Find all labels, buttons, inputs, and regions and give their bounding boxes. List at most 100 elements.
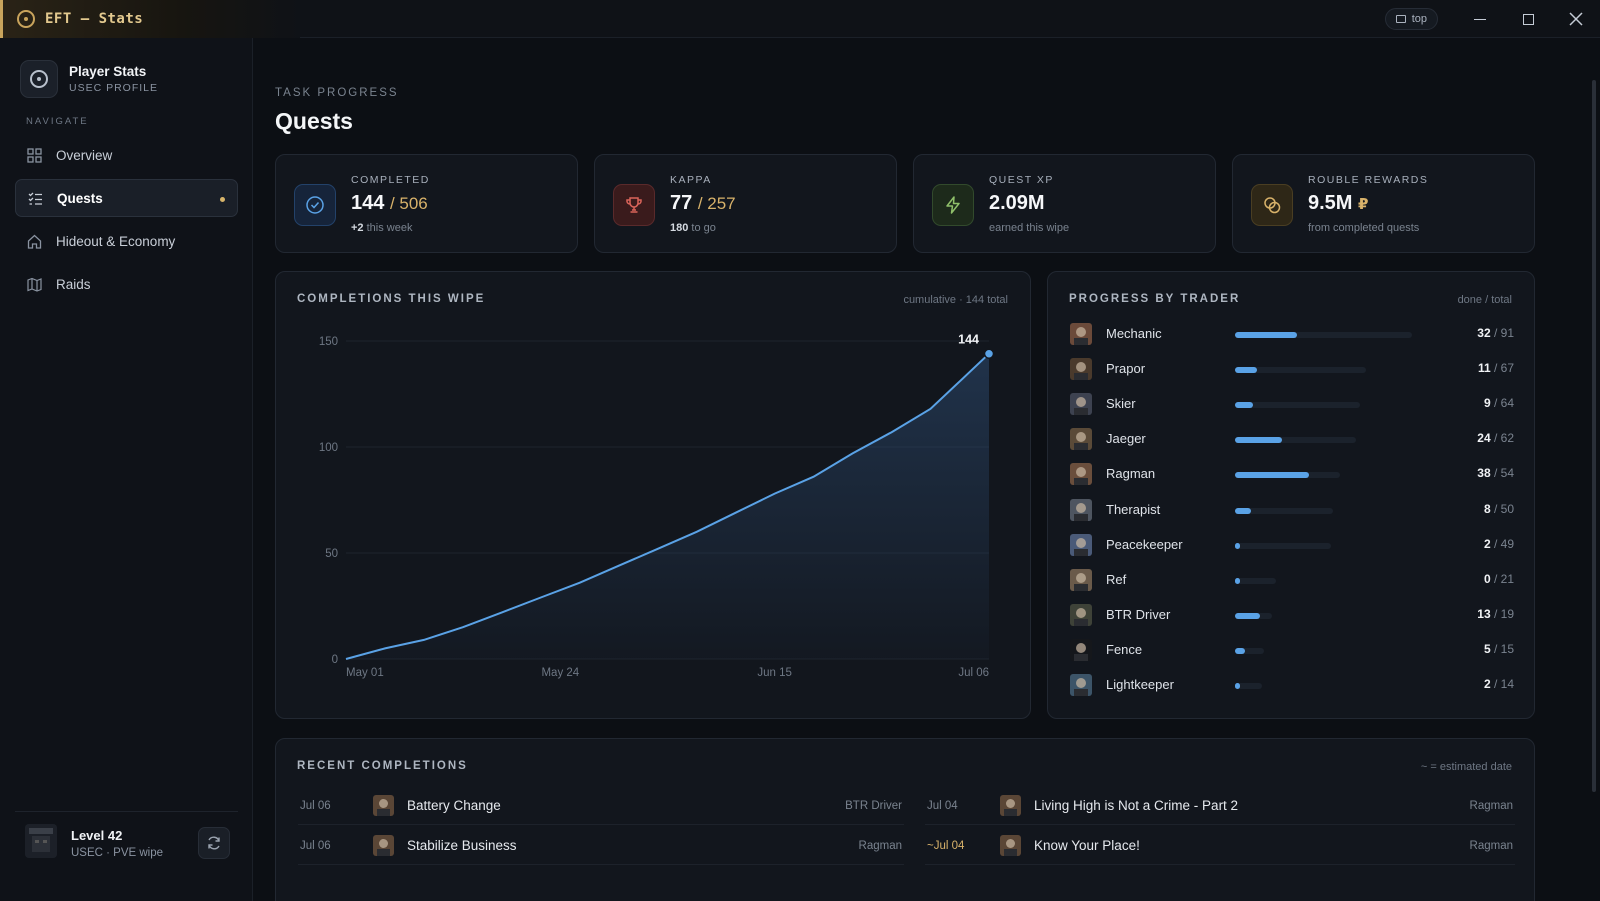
stat-subtext: from completed quests xyxy=(1308,222,1420,234)
profile-subtitle: USEC PROFILE xyxy=(69,82,159,94)
sidebar-item-quests[interactable]: Quests xyxy=(15,179,238,217)
trader-name: Peacekeeper xyxy=(1106,536,1183,552)
trader-count: 2 / 49 xyxy=(1484,537,1514,551)
trader-row[interactable]: Peacekeeper 2 / 49 xyxy=(1070,531,1514,561)
close-button[interactable] xyxy=(1552,0,1600,38)
trader-avatar xyxy=(1070,674,1092,696)
trader-progress-track xyxy=(1235,402,1360,409)
trader-progress-track xyxy=(1235,367,1366,374)
trader-name: Ref xyxy=(1106,571,1127,587)
trader-progress-fill xyxy=(1235,647,1245,654)
coins-icon xyxy=(1251,184,1293,226)
recent-section-title: RECENT COMPLETIONS xyxy=(297,760,468,772)
recent-row[interactable]: ~Jul 04 Know Your Place! Ragman xyxy=(925,827,1515,865)
trader-done: 0 xyxy=(1483,571,1491,586)
trader-avatar xyxy=(1000,835,1021,856)
x-tick-label: Jun 15 xyxy=(757,667,792,679)
pin-icon xyxy=(1395,15,1406,23)
chart-area xyxy=(346,353,989,659)
trader-count: 2 / 14 xyxy=(1484,677,1514,691)
sidebar: Player Stats USEC PROFILE NAVIGATE Overv… xyxy=(0,38,253,901)
trader-section-title: PROGRESS BY TRADER xyxy=(1069,293,1241,305)
currency-symbol: ₽ xyxy=(1358,196,1369,213)
profile-header: Player Stats USEC PROFILE xyxy=(20,60,158,98)
stat-sub-strong: +2 xyxy=(351,222,364,234)
trader-row[interactable]: Skier 9 / 64 xyxy=(1070,390,1514,420)
trader-row[interactable]: Jaeger 24 / 62 xyxy=(1070,425,1514,455)
trader-row[interactable]: Ref 0 / 21 xyxy=(1070,566,1514,596)
trader-count: 13 / 19 xyxy=(1477,607,1514,621)
trader-count: 38 / 54 xyxy=(1477,466,1514,480)
sidebar-item-hideout-economy[interactable]: Hideout & Economy xyxy=(15,222,238,260)
chart-line xyxy=(345,352,990,660)
crosshair-logo-icon xyxy=(17,9,35,28)
trader-avatar xyxy=(1000,795,1021,816)
recent-row[interactable]: Jul 04 Living High is Not a Crime - Part … xyxy=(925,787,1515,825)
map-icon xyxy=(27,277,42,292)
recent-row[interactable]: Jul 06 Battery Change BTR Driver xyxy=(298,787,904,825)
trader-row[interactable]: Ragman 38 / 54 xyxy=(1070,460,1514,490)
trader-progress-track xyxy=(1235,332,1412,338)
trader-name: Fence xyxy=(1106,641,1143,657)
trader-avatar xyxy=(1070,638,1092,661)
trader-total: / 67 xyxy=(1493,361,1514,376)
stat-value: 144 / 506 xyxy=(351,192,428,215)
recent-row[interactable]: Jul 06 Stabilize Business Ragman xyxy=(298,827,904,865)
maximize-button[interactable] xyxy=(1504,0,1552,38)
trader-progress-fill xyxy=(1235,577,1240,584)
trader-avatar xyxy=(1070,603,1092,626)
trader-row[interactable]: Therapist 8 / 50 xyxy=(1070,496,1514,526)
stat-subtext: +2 this week xyxy=(351,222,412,234)
trader-row[interactable]: Prapor 11 / 67 xyxy=(1070,355,1514,385)
trader-total: / 15 xyxy=(1493,641,1514,656)
trader-progress-fill xyxy=(1235,402,1253,409)
x-tick-label: May 24 xyxy=(541,667,579,679)
trader-name: Therapist xyxy=(1106,501,1161,517)
lightning-icon xyxy=(932,184,974,226)
stat-subtext: 180 to go xyxy=(670,222,716,234)
trader-row[interactable]: Lightkeeper 2 / 14 xyxy=(1070,671,1514,701)
sidebar-item-raids[interactable]: Raids xyxy=(15,265,238,303)
quest-trader: Ragman xyxy=(858,840,902,852)
refresh-button[interactable] xyxy=(198,827,230,859)
stat-card-quest-xp: QUEST XP 2.09M earned this wipe xyxy=(913,154,1216,253)
trader-avatar xyxy=(1070,568,1092,591)
trader-progress-fill xyxy=(1235,367,1257,374)
stat-card-completed: COMPLETED 144 / 506 +2 this week xyxy=(275,154,578,253)
profile-icon xyxy=(20,60,58,98)
page-title: Quests xyxy=(275,108,353,134)
trader-progress-fill xyxy=(1235,507,1251,514)
always-on-top-toggle[interactable]: top xyxy=(1384,8,1438,30)
trader-total: / 54 xyxy=(1493,466,1514,481)
trader-progress-track xyxy=(1235,437,1356,444)
trader-progress-fill xyxy=(1235,612,1260,619)
player-subtitle: USEC · PVE wipe xyxy=(71,847,164,859)
sidebar-item-overview[interactable]: Overview xyxy=(15,136,238,174)
maximize-icon xyxy=(1522,13,1534,25)
trader-total: / 14 xyxy=(1493,677,1514,691)
trader-name: BTR Driver xyxy=(1106,606,1171,622)
stat-value-number: 144 xyxy=(351,192,385,214)
trader-progress-track xyxy=(1235,472,1340,479)
trader-name: Ragman xyxy=(1106,466,1156,482)
quest-trader: BTR Driver xyxy=(845,800,902,812)
trader-row[interactable]: BTR Driver 13 / 19 xyxy=(1070,601,1514,631)
stat-card-kappa: KAPPA 77 / 257 180 to go xyxy=(594,154,897,253)
trader-total: / 64 xyxy=(1493,396,1514,411)
scrollbar[interactable] xyxy=(1592,80,1596,792)
trader-row[interactable]: Fence 5 / 15 xyxy=(1070,636,1514,666)
trader-row[interactable]: Mechanic 32 / 91 xyxy=(1070,320,1514,350)
stat-sub: to go xyxy=(691,222,716,234)
stat-value: 2.09M xyxy=(989,192,1045,214)
quest-trader: Ragman xyxy=(1469,800,1513,812)
completions-chart: 0 50 100 150 May 01 May 24 Jun 15 Jul 06 144 xyxy=(319,333,995,679)
quest-name: Battery Change xyxy=(407,798,501,813)
trader-total: / 50 xyxy=(1493,501,1514,516)
page-eyebrow: TASK PROGRESS xyxy=(275,87,399,99)
trader-progress-fill xyxy=(1235,437,1282,444)
title-bar: EFT — Stats top xyxy=(0,0,1600,38)
trader-done: 2 xyxy=(1483,536,1491,551)
minimize-button[interactable] xyxy=(1456,0,1504,38)
trader-avatar xyxy=(373,835,394,856)
stat-sub-strong: 180 xyxy=(670,222,689,234)
